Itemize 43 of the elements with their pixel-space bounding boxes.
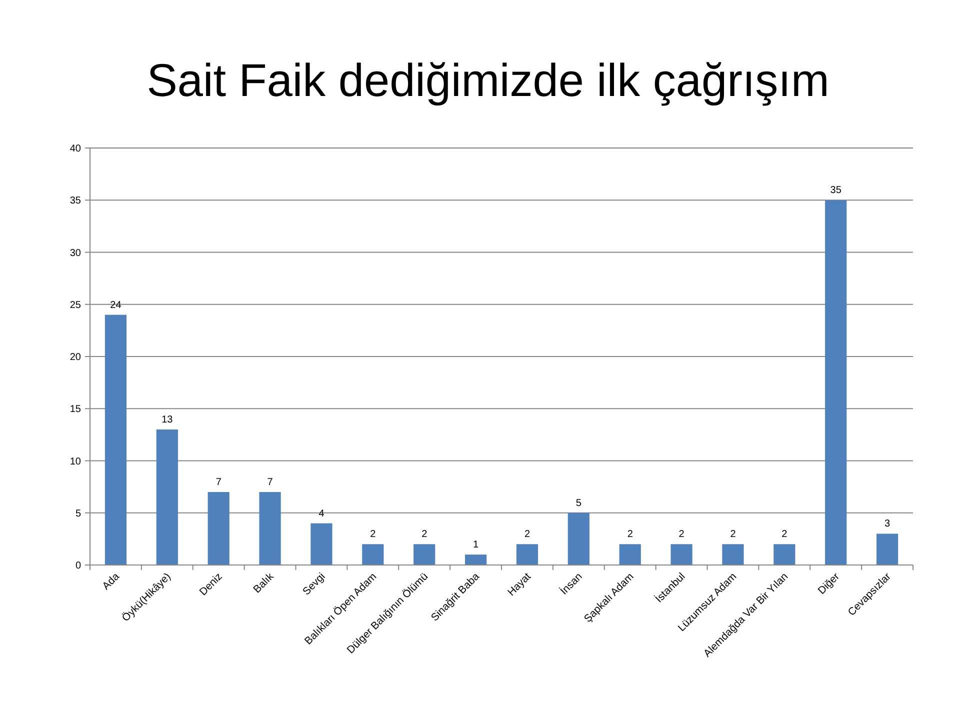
data-label: 7 xyxy=(216,477,222,488)
data-label: 2 xyxy=(370,529,376,540)
data-label: 24 xyxy=(110,300,122,311)
data-label: 2 xyxy=(524,529,530,540)
data-label: 2 xyxy=(678,529,685,540)
y-tick-label: 0 xyxy=(75,560,82,572)
bar xyxy=(722,544,744,565)
data-label: 2 xyxy=(627,529,634,540)
data-label: 35 xyxy=(830,185,842,196)
data-label: 2 xyxy=(730,529,736,540)
bar xyxy=(310,523,332,565)
bar xyxy=(464,554,487,565)
bar xyxy=(362,544,384,565)
y-tick-label: 30 xyxy=(70,248,82,259)
bar xyxy=(104,314,127,565)
data-label: 1 xyxy=(473,540,479,551)
y-tick-label: 40 xyxy=(70,144,82,154)
bar xyxy=(516,544,538,565)
bar xyxy=(208,492,230,565)
y-tick-label: 25 xyxy=(70,300,82,311)
chart-title: Sait Faik dediğimizde ilk çağrışım xyxy=(146,54,830,106)
y-tick-label: 5 xyxy=(75,508,82,520)
y-tick-label: 15 xyxy=(70,404,82,416)
bar xyxy=(619,544,641,565)
data-label: 4 xyxy=(318,508,325,520)
y-tick-label: 35 xyxy=(70,196,82,207)
bar xyxy=(259,492,281,565)
bar xyxy=(156,429,178,565)
data-label: 2 xyxy=(782,529,788,540)
y-tick-label: 20 xyxy=(70,352,82,363)
bar xyxy=(568,512,590,565)
data-label: 13 xyxy=(162,414,174,426)
data-label: 5 xyxy=(576,498,582,509)
data-label: 2 xyxy=(422,529,428,540)
data-label: 7 xyxy=(267,477,274,488)
bar xyxy=(670,544,692,565)
bar xyxy=(774,544,796,565)
bar xyxy=(825,200,847,565)
data-label: 3 xyxy=(884,518,890,530)
x-tick-label: Ada xyxy=(100,570,122,592)
y-tick-label: 10 xyxy=(70,456,82,468)
bar xyxy=(414,544,436,565)
bar xyxy=(876,534,898,565)
